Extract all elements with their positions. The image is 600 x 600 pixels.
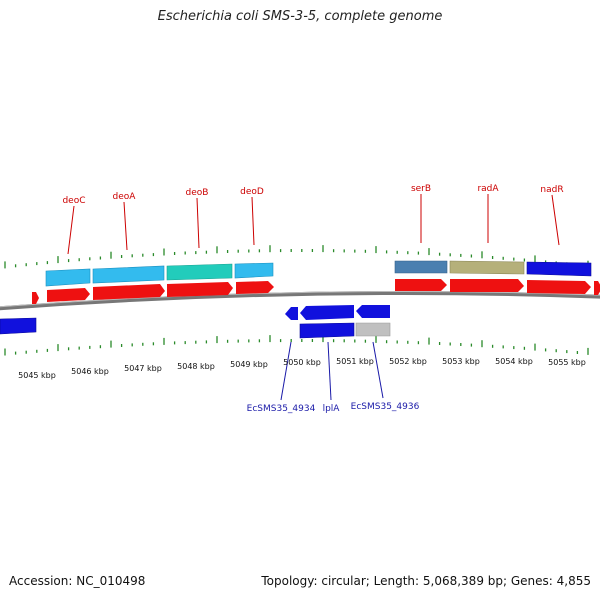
cds-arrow-deoD bbox=[236, 281, 274, 294]
scale-label: 5048 kbp bbox=[177, 362, 215, 371]
cds-arrow-left-edge bbox=[32, 292, 39, 304]
cds-arrow-EcSMS35_4936 bbox=[356, 305, 390, 318]
cds-arrow-deoC bbox=[47, 288, 90, 302]
feature-serB bbox=[394, 260, 448, 274]
svg-text:deoA: deoA bbox=[113, 192, 137, 202]
cds-arrow-right-edge bbox=[594, 281, 600, 295]
feature-deoC bbox=[45, 268, 91, 287]
gene-label-EcSMS35_4934: EcSMS35_4934 bbox=[247, 341, 316, 414]
cds-arrow-deoA bbox=[93, 284, 165, 300]
scale-labels: 5045 kbp 5046 kbp 5047 kbp 5048 kbp 5049… bbox=[18, 357, 586, 380]
scale-label: 5046 kbp bbox=[71, 367, 109, 376]
cds-arrow-lplA bbox=[300, 305, 354, 320]
genome-title: Escherichia coli SMS-3-5, complete genom… bbox=[157, 9, 443, 24]
scale-label: 5045 kbp bbox=[18, 371, 56, 380]
cds-arrow-nadR bbox=[527, 280, 591, 294]
svg-text:nadR: nadR bbox=[540, 185, 563, 195]
inner-tick-track bbox=[4, 335, 589, 356]
gene-label-radA: radA bbox=[477, 184, 499, 243]
accession-text: Accession: NC_010498 bbox=[9, 574, 146, 588]
outer-tick-track bbox=[4, 245, 589, 269]
gene-label-deoC: deoC bbox=[62, 196, 86, 255]
scale-label: 5047 kbp bbox=[124, 364, 162, 373]
feature-nadR bbox=[526, 261, 592, 277]
svg-text:deoB: deoB bbox=[186, 188, 209, 198]
feature-deoB bbox=[166, 263, 233, 281]
gene-label-deoD: deoD bbox=[240, 187, 264, 246]
gene-label-deoA: deoA bbox=[113, 192, 137, 251]
gene-label-serB: serB bbox=[411, 184, 431, 243]
svg-text:EcSMS35_4934: EcSMS35_4934 bbox=[247, 404, 316, 414]
genome-backbone bbox=[0, 291, 600, 311]
scale-label: 5049 kbp bbox=[230, 360, 268, 369]
gene-label-lplA: lplA bbox=[323, 341, 341, 414]
svg-text:lplA: lplA bbox=[323, 404, 341, 414]
scale-label: 5053 kbp bbox=[442, 357, 480, 366]
svg-text:radA: radA bbox=[477, 184, 499, 194]
genome-backbone-highlight bbox=[0, 291, 600, 308]
cds-arrow-serB bbox=[395, 279, 447, 291]
scale-label: 5051 kbp bbox=[336, 357, 374, 366]
scale-label: 5050 kbp bbox=[283, 358, 321, 367]
gene-label-nadR: nadR bbox=[540, 185, 564, 246]
cds-arrow-radA bbox=[450, 279, 524, 292]
feature-deoD bbox=[234, 262, 274, 279]
scale-label: 5055 kbp bbox=[548, 358, 586, 367]
feature-EcSMS35_4936 bbox=[355, 322, 391, 337]
genome-summary-text: Topology: circular; Length: 5,068,389 bp… bbox=[261, 574, 591, 588]
feature-deoA bbox=[92, 265, 165, 284]
cds-arrow-EcSMS35_4934 bbox=[285, 307, 298, 320]
svg-text:EcSMS35_4936: EcSMS35_4936 bbox=[351, 402, 420, 412]
svg-text:deoC: deoC bbox=[62, 196, 85, 206]
scale-label: 5052 kbp bbox=[389, 357, 427, 366]
feature-left-edge bbox=[0, 317, 37, 335]
gene-label-EcSMS35_4936: EcSMS35_4936 bbox=[351, 341, 420, 412]
gene-label-deoB: deoB bbox=[186, 188, 209, 249]
cds-arrow-deoB bbox=[167, 282, 233, 297]
scale-label: 5054 kbp bbox=[495, 357, 533, 366]
svg-text:deoD: deoD bbox=[240, 187, 264, 197]
feature-lplA bbox=[299, 322, 355, 339]
feature-radA bbox=[449, 260, 525, 275]
svg-text:serB: serB bbox=[411, 184, 431, 194]
